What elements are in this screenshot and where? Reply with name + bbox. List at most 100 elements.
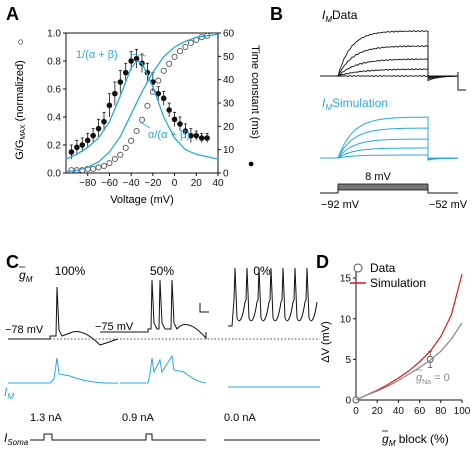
a-yltick-label: 1.0 [47,29,61,40]
panel-b-data-traces [320,29,459,82]
c-im-trace [120,354,207,384]
a-open-point [176,48,184,55]
a-filled-point [101,118,107,125]
a-yrtick-label: 0 [223,169,229,180]
panel-d-gna-label: gNa = 0 [416,372,450,386]
panel-a-curve-label-1: 1/(α + β) [76,49,118,61]
panel-c-inj-2: 0.9 nA [122,412,154,424]
c-voltage-trace [100,279,207,340]
panel-b-voltage-protocol [320,183,458,194]
panel-b-sim-title: IMSimulation [322,96,388,112]
a-filled-point [106,102,113,109]
panel-d-legend-data-marker [353,263,363,273]
a-yltick-label: 0.2 [47,141,61,152]
a-open-point [106,160,113,167]
d-xtick-label: 40 [393,406,405,417]
a-open-point [122,144,129,151]
panel-c-isoma-label: ISoma [4,431,29,447]
panel-a-xlabel: Voltage (mV) [110,194,174,206]
a-open-point [187,39,194,46]
a-filled-point [160,95,167,102]
panel-a-y-right-ticks: 0 10 20 30 40 50 60 [218,29,235,180]
d-ytick-label: 15 [340,274,352,285]
d-gna-zero-line [355,322,463,401]
a-filled-point [79,142,86,148]
d-xtick-label: 100 [454,406,471,417]
a-yrtick-label: 30 [223,99,235,110]
c-current-step [30,433,118,441]
d-ytick-label: 0 [345,396,351,407]
panel-a-right-marker: ● [245,161,257,168]
a-filled-point [182,128,189,134]
a-yltick-label: 0.0 [47,169,61,180]
panel-c-vrest-2: −75 mV [95,321,134,333]
a-filled-point [68,149,75,155]
a-open-point [111,155,118,163]
a-filled-point [188,132,194,139]
panel-c-gbar: gM [19,266,33,284]
a-filled-point [84,137,91,144]
panel-d-legend-data: Data [370,261,396,275]
a-yltick-label: 0.6 [47,85,61,96]
panel-b-v-end: −52 mV [429,199,468,211]
panel-a-label: A [6,4,19,24]
a-yrtick-label: 10 [223,145,235,156]
a-fit-curve [65,60,219,160]
panel-d-legend-sim: Simulation [370,276,426,290]
a-filled-point [166,107,172,113]
a-fit-curve [65,33,219,173]
panel-d-label: D [316,252,329,272]
a-yrtick-label: 50 [223,52,235,63]
panel-d-y-ticks: 0 5 10 15 [340,274,356,407]
panel-d-ylabel: ΔV (mV) [320,321,332,363]
a-filled-point [204,135,210,141]
panel-d-gna-annotation: gNa = 0 [416,369,450,386]
panel-d-plot [352,273,463,404]
panel-c-pct-0: 0% [253,264,271,278]
a-filled-point [193,132,200,139]
c-voltage-trace [228,267,318,327]
a-filled-point [95,125,102,132]
d-xtick-label: 20 [372,406,384,417]
panel-a-curve-label-2: α/(α + β) [148,129,190,141]
panel-a-y-left-ticks: 0.0 0.2 0.4 0.6 0.8 1.0 [47,29,66,180]
a-filled-point [133,55,140,62]
panel-a-plot [65,32,219,174]
panel-b-sim-traces [320,116,459,161]
panel-b-step-label: 8 mV [365,171,391,183]
a-yrtick-label: 60 [223,29,235,40]
panel-d-xlabel-text: gM block (%) [382,432,449,448]
a-xtick-label: −80 [79,178,96,189]
panel-c-pct-100: 100% [55,264,86,278]
panel-a-ylabel-right: Time constant (ms) [249,45,261,139]
a-open-point [117,151,124,158]
a-open-point [95,164,102,171]
panel-b-data-title: IMData [322,8,358,24]
a-open-point [128,137,135,144]
panel-a-left-marker: ○ [15,39,27,46]
panel-d-x-ticks: 0 20 40 60 80 100 [353,400,471,417]
panel-c-inj-3: 0.0 nA [224,412,256,424]
c-im-trace [8,357,119,384]
panel-d-legend: Data Simulation [350,261,426,290]
a-yltick-label: 0.4 [47,113,61,124]
a-open-point [138,116,146,123]
a-filled-point [90,132,96,139]
a-filled-point [117,79,124,85]
a-open-point [166,60,173,67]
a-open-point [100,162,108,170]
a-filled-point [112,90,118,97]
panel-c-traces [8,267,320,388]
a-filled-point [122,69,129,76]
panel-c-inj-1: 1.3 nA [30,412,62,424]
a-open-point [144,102,151,109]
panel-b-scale-bar [457,72,466,91]
a-yrtick-label: 40 [223,75,235,86]
panel-c-gbar-symbol: gM [19,268,33,284]
c-current-step [118,433,206,441]
b-step-bar [337,183,429,191]
panel-b-v-hold: −92 mV [321,199,360,211]
c-voltage-trace [8,286,119,346]
a-filled-point [198,135,205,141]
